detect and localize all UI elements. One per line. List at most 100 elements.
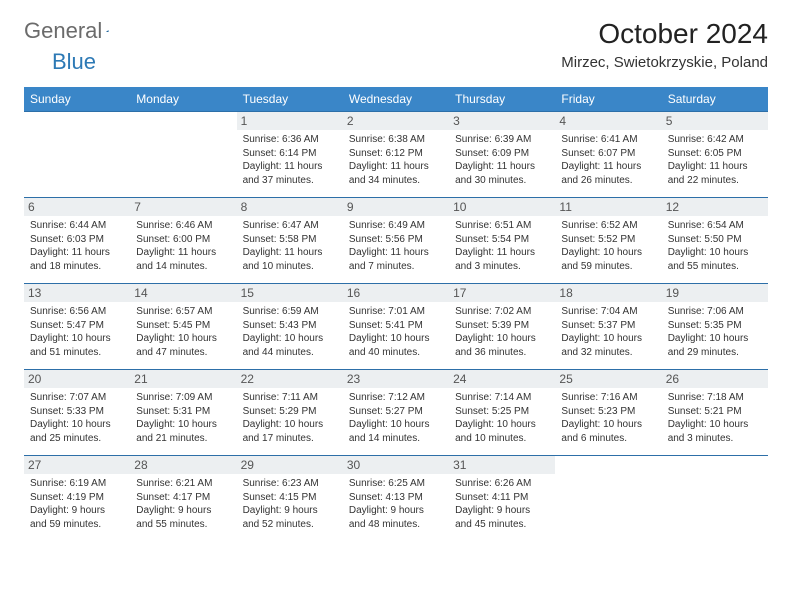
calendar-day-cell: 5 Sunrise: 6:42 AMSunset: 6:05 PMDaylight…: [662, 112, 768, 198]
calendar-day-cell: 19 Sunrise: 7:06 AMSunset: 5:35 PMDayligh…: [662, 284, 768, 370]
day-details: Sunrise: 6:46 AMSunset: 6:00 PMDaylight:…: [136, 219, 230, 273]
calendar-empty-cell: [662, 456, 768, 542]
day-details: Sunrise: 6:36 AMSunset: 6:14 PMDaylight:…: [243, 133, 337, 187]
calendar-day-cell: 1 Sunrise: 6:36 AMSunset: 6:14 PMDaylight…: [237, 112, 343, 198]
day-number: 27: [24, 456, 130, 474]
day-number: 17: [449, 284, 555, 302]
day-number: 10: [449, 198, 555, 216]
day-number: 24: [449, 370, 555, 388]
day-number: 21: [130, 370, 236, 388]
calendar-week-row: 1 Sunrise: 6:36 AMSunset: 6:14 PMDaylight…: [24, 112, 768, 198]
calendar-day-cell: 31 Sunrise: 6:26 AMSunset: 4:11 PMDayligh…: [449, 456, 555, 542]
calendar-day-cell: 17 Sunrise: 7:02 AMSunset: 5:39 PMDayligh…: [449, 284, 555, 370]
calendar-day-cell: 16Sunrise: 7:01 AMSunset: 5:41 PMDayligh…: [343, 284, 449, 370]
day-details: Sunrise: 6:44 AMSunset: 6:03 PMDaylight:…: [30, 219, 124, 273]
day-number: 15: [237, 284, 343, 302]
day-number: 22: [237, 370, 343, 388]
day-number: 5: [662, 112, 768, 130]
calendar-empty-cell: [555, 456, 661, 542]
calendar-day-cell: 14 Sunrise: 6:57 AMSunset: 5:45 PMDayligh…: [130, 284, 236, 370]
day-number: 18: [555, 284, 661, 302]
calendar-day-cell: 15 Sunrise: 6:59 AMSunset: 5:43 PMDayligh…: [237, 284, 343, 370]
day-details: Sunrise: 6:42 AMSunset: 6:05 PMDaylight:…: [668, 133, 762, 187]
calendar-week-row: 13 Sunrise: 6:56 AMSunset: 5:47 PMDayligh…: [24, 284, 768, 370]
weekday-header: Thursday: [449, 87, 555, 112]
day-details: Sunrise: 7:06 AMSunset: 5:35 PMDaylight:…: [668, 305, 762, 359]
day-number: 26: [662, 370, 768, 388]
day-number: 25: [555, 370, 661, 388]
day-number: 12: [662, 198, 768, 216]
day-number: 14: [130, 284, 236, 302]
day-number: 23: [343, 370, 449, 388]
day-details: Sunrise: 6:38 AMSunset: 6:12 PMDaylight:…: [349, 133, 443, 187]
calendar-day-cell: 4 Sunrise: 6:41 AMSunset: 6:07 PMDaylight…: [555, 112, 661, 198]
day-details: Sunrise: 6:23 AMSunset: 4:15 PMDaylight:…: [243, 477, 337, 531]
month-title: October 2024: [561, 18, 768, 50]
calendar-day-cell: 21 Sunrise: 7:09 AMSunset: 5:31 PMDayligh…: [130, 370, 236, 456]
calendar-day-cell: 10Sunrise: 6:51 AMSunset: 5:54 PMDayligh…: [449, 198, 555, 284]
calendar-body: 1 Sunrise: 6:36 AMSunset: 6:14 PMDaylight…: [24, 112, 768, 542]
calendar-day-cell: 28 Sunrise: 6:21 AMSunset: 4:17 PMDayligh…: [130, 456, 236, 542]
day-number: 19: [662, 284, 768, 302]
day-details: Sunrise: 7:09 AMSunset: 5:31 PMDaylight:…: [136, 391, 230, 445]
calendar-day-cell: 3 Sunrise: 6:39 AMSunset: 6:09 PMDaylight…: [449, 112, 555, 198]
day-number: 28: [130, 456, 236, 474]
brand-logo: General: [24, 18, 128, 44]
brand-triangle-icon: [106, 24, 109, 38]
day-number: 4: [555, 112, 661, 130]
day-details: Sunrise: 7:02 AMSunset: 5:39 PMDaylight:…: [455, 305, 549, 359]
day-details: Sunrise: 6:41 AMSunset: 6:07 PMDaylight:…: [561, 133, 655, 187]
calendar-day-cell: 12 Sunrise: 6:54 AMSunset: 5:50 PMDayligh…: [662, 198, 768, 284]
calendar-day-cell: 9 Sunrise: 6:49 AMSunset: 5:56 PMDaylight…: [343, 198, 449, 284]
day-number: 1: [237, 112, 343, 130]
calendar-week-row: 20Sunrise: 7:07 AMSunset: 5:33 PMDayligh…: [24, 370, 768, 456]
day-number: 20: [24, 370, 130, 388]
calendar-header-row: SundayMondayTuesdayWednesdayThursdayFrid…: [24, 87, 768, 112]
day-details: Sunrise: 6:26 AMSunset: 4:11 PMDaylight:…: [455, 477, 549, 531]
day-details: Sunrise: 6:21 AMSunset: 4:17 PMDaylight:…: [136, 477, 230, 531]
weekday-header: Friday: [555, 87, 661, 112]
calendar-day-cell: 20Sunrise: 7:07 AMSunset: 5:33 PMDayligh…: [24, 370, 130, 456]
day-number: 13: [24, 284, 130, 302]
day-details: Sunrise: 6:39 AMSunset: 6:09 PMDaylight:…: [455, 133, 549, 187]
day-details: Sunrise: 7:11 AMSunset: 5:29 PMDaylight:…: [243, 391, 337, 445]
calendar-day-cell: 13 Sunrise: 6:56 AMSunset: 5:47 PMDayligh…: [24, 284, 130, 370]
calendar-day-cell: 6 Sunrise: 6:44 AMSunset: 6:03 PMDaylight…: [24, 198, 130, 284]
day-details: Sunrise: 6:56 AMSunset: 5:47 PMDaylight:…: [30, 305, 124, 359]
day-number: 11: [555, 198, 661, 216]
weekday-header: Sunday: [24, 87, 130, 112]
calendar-day-cell: 23 Sunrise: 7:12 AMSunset: 5:27 PMDayligh…: [343, 370, 449, 456]
calendar-day-cell: 8 Sunrise: 6:47 AMSunset: 5:58 PMDaylight…: [237, 198, 343, 284]
brand-part1: General: [24, 18, 102, 44]
day-number: 3: [449, 112, 555, 130]
day-details: Sunrise: 7:14 AMSunset: 5:25 PMDaylight:…: [455, 391, 549, 445]
day-details: Sunrise: 7:12 AMSunset: 5:27 PMDaylight:…: [349, 391, 443, 445]
day-details: Sunrise: 6:57 AMSunset: 5:45 PMDaylight:…: [136, 305, 230, 359]
day-details: Sunrise: 6:49 AMSunset: 5:56 PMDaylight:…: [349, 219, 443, 273]
day-number: 2: [343, 112, 449, 130]
day-number: 6: [24, 198, 130, 216]
day-number: 9: [343, 198, 449, 216]
day-number: 31: [449, 456, 555, 474]
calendar-day-cell: 24 Sunrise: 7:14 AMSunset: 5:25 PMDayligh…: [449, 370, 555, 456]
day-number: 29: [237, 456, 343, 474]
weekday-header: Wednesday: [343, 87, 449, 112]
calendar-week-row: 6 Sunrise: 6:44 AMSunset: 6:03 PMDaylight…: [24, 198, 768, 284]
day-details: Sunrise: 7:18 AMSunset: 5:21 PMDaylight:…: [668, 391, 762, 445]
day-details: Sunrise: 6:52 AMSunset: 5:52 PMDaylight:…: [561, 219, 655, 273]
calendar-day-cell: 7Sunrise: 6:46 AMSunset: 6:00 PMDaylight…: [130, 198, 236, 284]
calendar-day-cell: 27Sunrise: 6:19 AMSunset: 4:19 PMDayligh…: [24, 456, 130, 542]
day-details: Sunrise: 6:59 AMSunset: 5:43 PMDaylight:…: [243, 305, 337, 359]
calendar-day-cell: 18Sunrise: 7:04 AMSunset: 5:37 PMDayligh…: [555, 284, 661, 370]
day-number: 30: [343, 456, 449, 474]
day-details: Sunrise: 6:47 AMSunset: 5:58 PMDaylight:…: [243, 219, 337, 273]
calendar-day-cell: 25Sunrise: 7:16 AMSunset: 5:23 PMDayligh…: [555, 370, 661, 456]
calendar-table: SundayMondayTuesdayWednesdayThursdayFrid…: [24, 87, 768, 542]
calendar-day-cell: 2 Sunrise: 6:38 AMSunset: 6:12 PMDaylight…: [343, 112, 449, 198]
calendar-day-cell: 11 Sunrise: 6:52 AMSunset: 5:52 PMDayligh…: [555, 198, 661, 284]
calendar-week-row: 27Sunrise: 6:19 AMSunset: 4:19 PMDayligh…: [24, 456, 768, 542]
calendar-day-cell: 30Sunrise: 6:25 AMSunset: 4:13 PMDayligh…: [343, 456, 449, 542]
day-number: 8: [237, 198, 343, 216]
day-details: Sunrise: 6:54 AMSunset: 5:50 PMDaylight:…: [668, 219, 762, 273]
day-details: Sunrise: 7:01 AMSunset: 5:41 PMDaylight:…: [349, 305, 443, 359]
